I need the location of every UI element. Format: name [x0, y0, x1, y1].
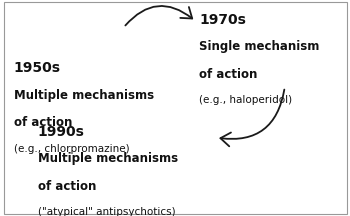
Text: Multiple mechanisms: Multiple mechanisms	[14, 89, 154, 102]
Text: 1970s: 1970s	[199, 13, 246, 27]
FancyArrowPatch shape	[220, 90, 284, 146]
Text: of action: of action	[199, 68, 257, 81]
Text: (e.g., haloperidol): (e.g., haloperidol)	[199, 95, 292, 105]
FancyArrowPatch shape	[125, 6, 192, 25]
Text: of action: of action	[14, 116, 72, 129]
Text: ("atypical" antipsychotics): ("atypical" antipsychotics)	[38, 208, 175, 216]
Text: (e.g., chlorpromazine): (e.g., chlorpromazine)	[14, 144, 130, 154]
Text: Single mechanism: Single mechanism	[199, 40, 320, 53]
Text: 1990s: 1990s	[38, 125, 85, 139]
Text: Multiple mechanisms: Multiple mechanisms	[38, 152, 178, 165]
Text: of action: of action	[38, 180, 96, 193]
Text: 1950s: 1950s	[14, 61, 61, 75]
